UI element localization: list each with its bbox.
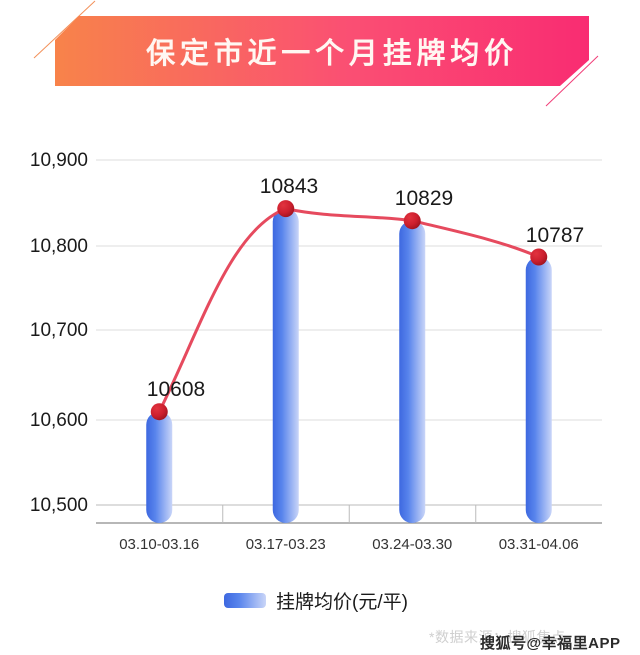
svg-text:10829: 10829 (395, 187, 453, 210)
svg-text:10,700: 10,700 (30, 320, 88, 341)
svg-text:10,600: 10,600 (30, 410, 88, 431)
svg-text:10787: 10787 (526, 224, 584, 247)
svg-text:03.10-03.16: 03.10-03.16 (119, 536, 199, 553)
svg-text:10,800: 10,800 (30, 236, 88, 257)
svg-text:10,900: 10,900 (30, 150, 88, 171)
svg-text:10843: 10843 (260, 175, 318, 198)
svg-text:03.24-03.30: 03.24-03.30 (372, 536, 452, 553)
svg-text:10608: 10608 (147, 378, 205, 401)
svg-text:03.31-04.06: 03.31-04.06 (499, 536, 579, 553)
svg-text:03.17-03.23: 03.17-03.23 (246, 536, 326, 553)
svg-text:10,500: 10,500 (30, 495, 88, 516)
